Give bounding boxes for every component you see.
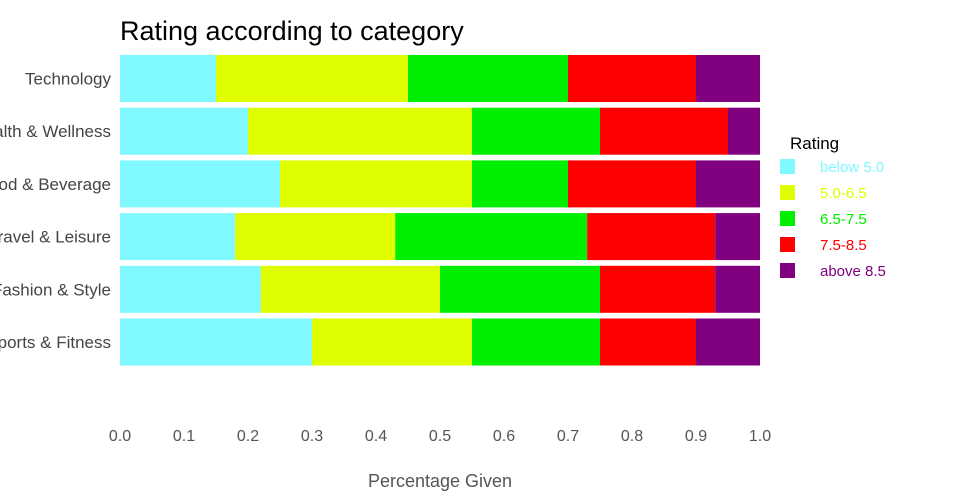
bar-segment-5-3 — [600, 318, 696, 366]
legend-swatch-1 — [780, 185, 795, 200]
x-axis-ticks: 0.0 0.1 0.2 0.3 0.4 0.5 0.6 0.7 0.8 0.9 1.0 — [109, 428, 771, 445]
chart-title: Rating according to category — [120, 16, 464, 46]
x-tick-label-5: 0.5 — [429, 428, 451, 445]
bar-segment-0-4 — [696, 55, 760, 102]
x-tick-label-9: 0.9 — [685, 428, 707, 445]
bar-segment-2-0 — [120, 160, 280, 208]
category-label-3: Travel & Leisure — [0, 228, 111, 247]
bar-segment-1-1 — [248, 107, 472, 155]
legend-label-1: 5.0-6.5 — [820, 185, 867, 202]
bar-segment-3-4 — [715, 213, 760, 261]
bar-segment-2-1 — [280, 160, 472, 208]
x-tick-label-1: 0.1 — [173, 428, 195, 445]
category-labels: Technology Health & Wellness Food & Bevera… — [0, 70, 111, 353]
legend-swatch-3 — [780, 237, 795, 252]
bar-segment-0-0 — [120, 55, 216, 102]
x-tick-label-6: 0.6 — [493, 428, 515, 445]
bar-segment-1-2 — [472, 107, 600, 155]
legend-title: Rating — [790, 134, 839, 153]
bar-segment-3-3 — [587, 213, 716, 261]
bar-segment-2-3 — [568, 160, 696, 208]
bar-segment-0-2 — [408, 55, 568, 102]
legend-label-4: above 8.5 — [820, 263, 886, 280]
legend-swatch-2 — [780, 211, 795, 226]
x-tick-label-8: 0.8 — [621, 428, 643, 445]
bar-segment-3-1 — [235, 213, 396, 261]
legend: Rating below 5.0 5.0-6.5 6.5-7.5 7.5-8.5 abo… — [780, 134, 886, 280]
bar-segment-5-2 — [472, 318, 600, 366]
bar-segment-4-0 — [120, 265, 261, 313]
bar-segment-5-1 — [312, 318, 472, 366]
legend-label-3: 7.5-8.5 — [820, 237, 867, 254]
category-label-0: Technology — [25, 70, 112, 89]
legend-swatch-4 — [780, 263, 795, 278]
category-label-5: Sports & Fitness — [0, 333, 111, 352]
bar-segment-5-4 — [696, 318, 760, 366]
bar-segment-1-0 — [120, 107, 248, 155]
bar-segment-2-2 — [472, 160, 568, 208]
bars-group — [120, 55, 760, 366]
x-tick-label-10: 1.0 — [749, 428, 771, 445]
x-tick-label-3: 0.3 — [301, 428, 323, 445]
bar-segment-1-4 — [728, 107, 760, 155]
bar-segment-3-0 — [120, 213, 236, 261]
bar-segment-2-4 — [696, 160, 760, 208]
x-tick-label-2: 0.2 — [237, 428, 259, 445]
category-label-2: Food & Beverage — [0, 175, 111, 194]
legend-swatch-0 — [780, 159, 795, 174]
bar-segment-4-4 — [715, 265, 760, 313]
category-label-4: Fashion & Style — [0, 280, 111, 299]
bar-segment-4-1 — [260, 265, 440, 313]
bar-segment-0-1 — [216, 55, 408, 102]
bar-segment-4-2 — [440, 265, 600, 313]
bar-segment-3-2 — [395, 213, 588, 261]
bar-segment-4-3 — [600, 265, 716, 313]
x-tick-label-4: 0.4 — [365, 428, 387, 445]
bar-segment-5-0 — [120, 318, 312, 366]
category-label-1: Health & Wellness — [0, 122, 111, 141]
bar-segment-0-3 — [568, 55, 696, 102]
legend-label-2: 6.5-7.5 — [820, 211, 867, 228]
bar-segment-1-3 — [600, 107, 728, 155]
x-axis-title: Percentage Given — [368, 471, 512, 491]
x-tick-label-7: 0.7 — [557, 428, 579, 445]
x-tick-label-0: 0.0 — [109, 428, 131, 445]
legend-label-0: below 5.0 — [820, 159, 884, 176]
